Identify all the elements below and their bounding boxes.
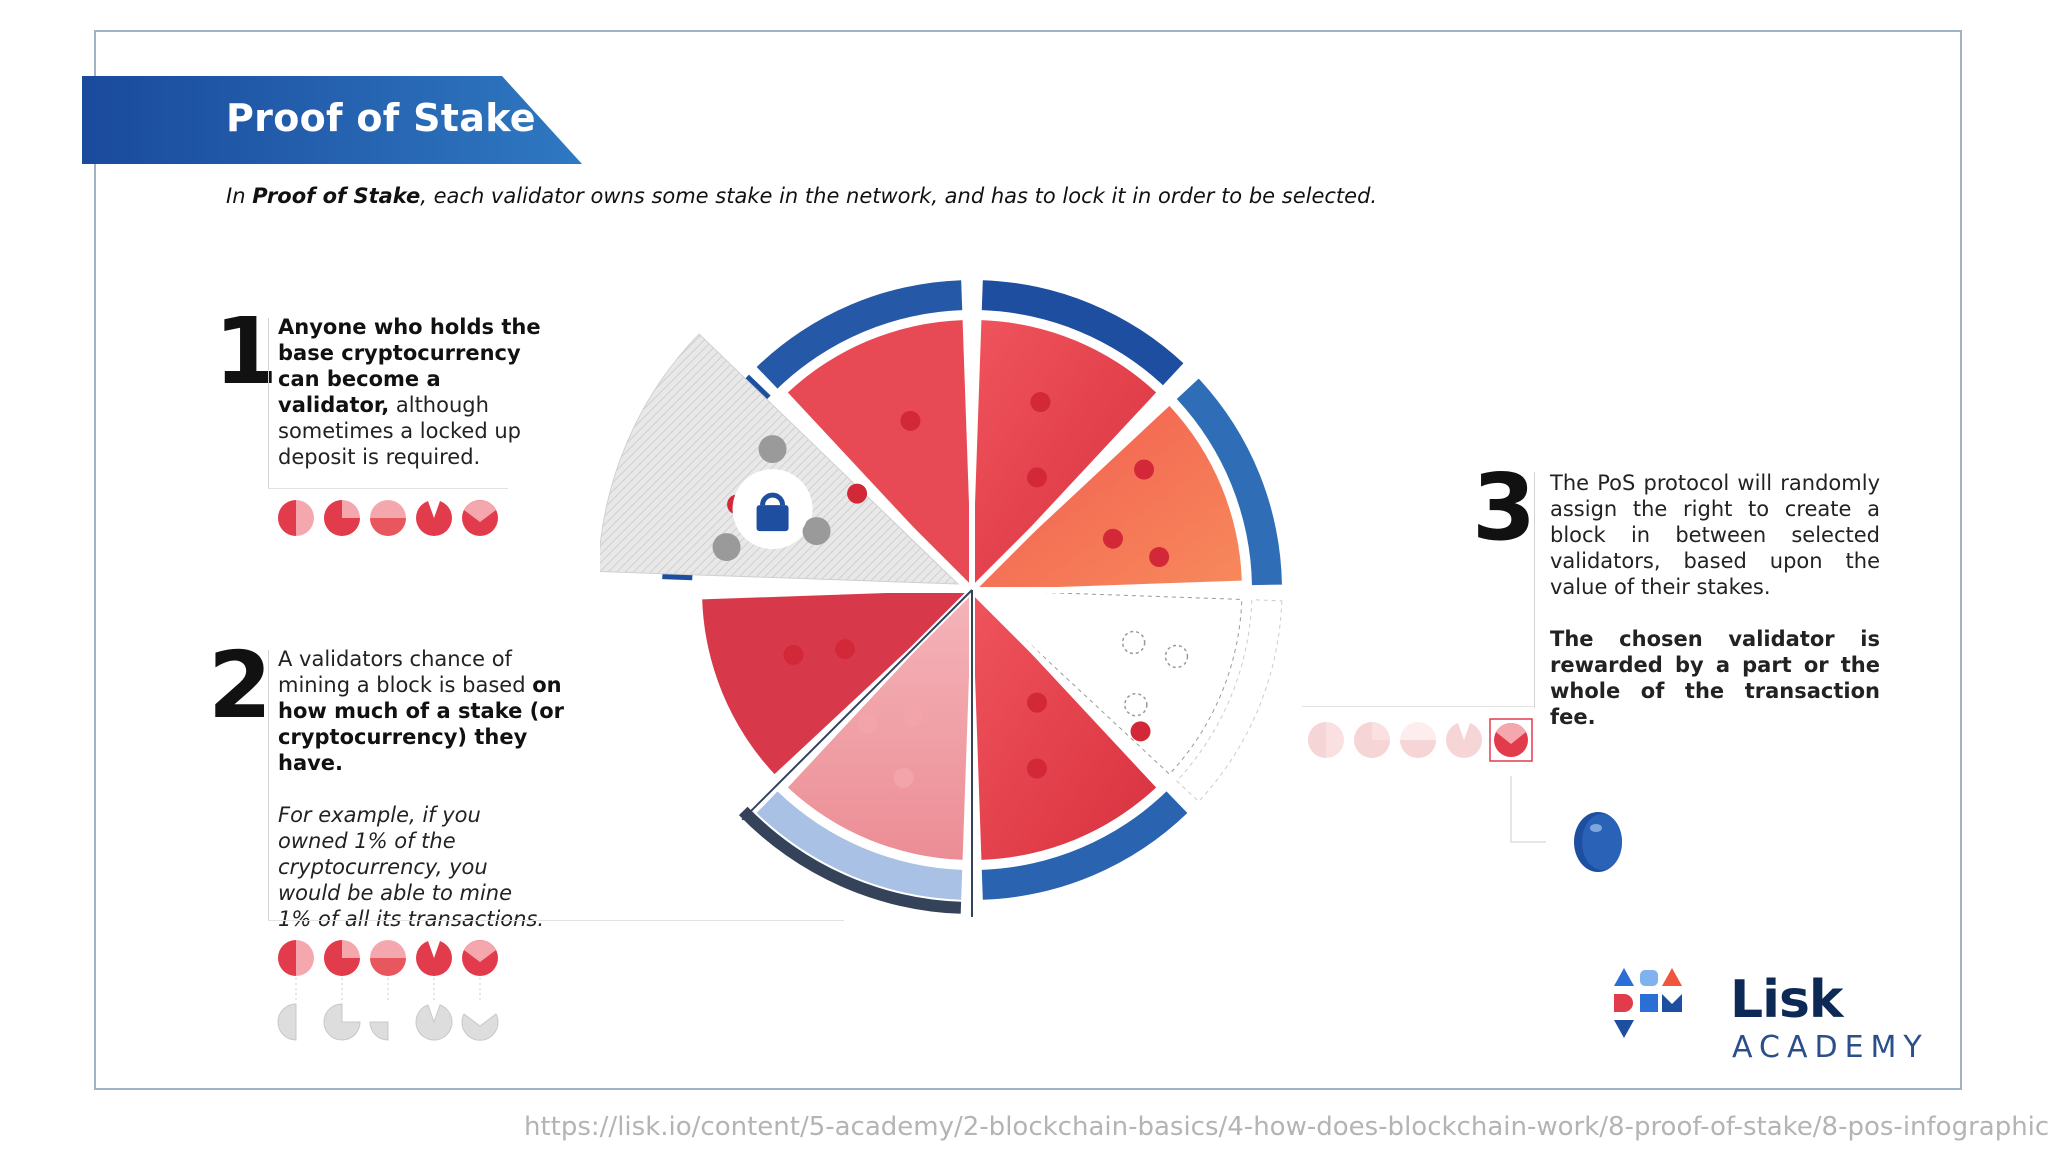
step-2-number: 2 xyxy=(208,632,273,739)
step-2-divider xyxy=(268,650,269,920)
stake-slice xyxy=(972,320,1157,590)
subtitle: In Proof of Stake, each validator owns s… xyxy=(226,184,1378,208)
stake-ring-segment xyxy=(756,791,963,900)
empty-dot xyxy=(1124,692,1148,717)
slice-separator xyxy=(969,587,1169,787)
step-3-divider xyxy=(1534,472,1535,708)
source-url[interactable]: https://lisk.io/content/5-academy/2-bloc… xyxy=(524,1112,2048,1142)
slice-dot xyxy=(1026,758,1047,779)
coin-icon xyxy=(1574,812,1622,872)
empty-slice xyxy=(970,589,1243,775)
step-2-example: For example, if you owned 1% of the cryp… xyxy=(278,803,545,931)
slice-dot xyxy=(902,706,923,727)
selected-pointer xyxy=(741,589,973,821)
step-2-text: A validators chance of mining a block is… xyxy=(278,647,565,775)
slice-dot xyxy=(1149,547,1170,568)
stake-slice xyxy=(972,590,1157,860)
empty-dot xyxy=(1121,630,1146,655)
stake-pie-diagram xyxy=(600,280,1283,917)
slice-dot xyxy=(1027,467,1047,488)
stake-ring-segment xyxy=(981,280,1184,386)
step-1-stake-icons xyxy=(278,499,498,536)
slice-dot xyxy=(783,644,804,665)
step-3-reward-text: The chosen validator is rewarded by a pa… xyxy=(1550,627,1880,729)
step-3-text: The PoS protocol will randomly assign th… xyxy=(1550,471,1880,599)
slice-dot xyxy=(1102,528,1123,549)
stake-ring-segment xyxy=(756,280,963,389)
title-banner xyxy=(82,76,582,164)
step-1-number: 1 xyxy=(214,298,279,405)
step-2-connector xyxy=(268,920,844,921)
slice-separator xyxy=(775,393,975,593)
step-2-stake-icons xyxy=(277,939,499,1041)
stake-slice xyxy=(787,320,972,590)
stake-slice xyxy=(972,405,1242,590)
page-title: Proof of Stake xyxy=(226,96,536,140)
slice-dot xyxy=(835,639,856,660)
brand-subtitle: ACADEMY xyxy=(1732,1030,1929,1065)
lisk-academy-logo-mark xyxy=(1614,968,1682,1038)
step-3-connector xyxy=(1302,706,1534,707)
slice-dot xyxy=(1030,392,1051,413)
slice-dot xyxy=(1130,721,1151,742)
brand-name: Lisk xyxy=(1730,970,1843,1030)
lock-icon xyxy=(760,492,786,506)
slice-dot xyxy=(1134,459,1155,480)
locked-dot xyxy=(802,517,831,546)
step-1-divider xyxy=(268,318,269,488)
slice-dot xyxy=(900,410,921,431)
step-1-text: Anyone who holds the base cryptocurrency… xyxy=(278,315,541,469)
selected-slice xyxy=(787,590,972,860)
step-1-connector xyxy=(268,488,508,489)
slice-dot xyxy=(847,483,868,504)
empty-dot xyxy=(1164,644,1189,669)
lock-icon xyxy=(756,505,789,532)
stake-ring-segment xyxy=(981,791,1188,900)
slice-dot xyxy=(893,767,914,788)
slice-dot xyxy=(857,713,878,734)
stake-slice xyxy=(702,590,972,775)
locked-dot xyxy=(758,435,787,464)
locked-dot xyxy=(712,533,741,562)
stake-ring-segment xyxy=(738,806,962,914)
step-3-selection-icons xyxy=(1308,718,1546,843)
slice-dot xyxy=(1027,692,1047,713)
step-3-number: 3 xyxy=(1472,454,1537,561)
slice-separator xyxy=(969,393,1169,593)
stake-ring-segment xyxy=(1176,378,1282,586)
